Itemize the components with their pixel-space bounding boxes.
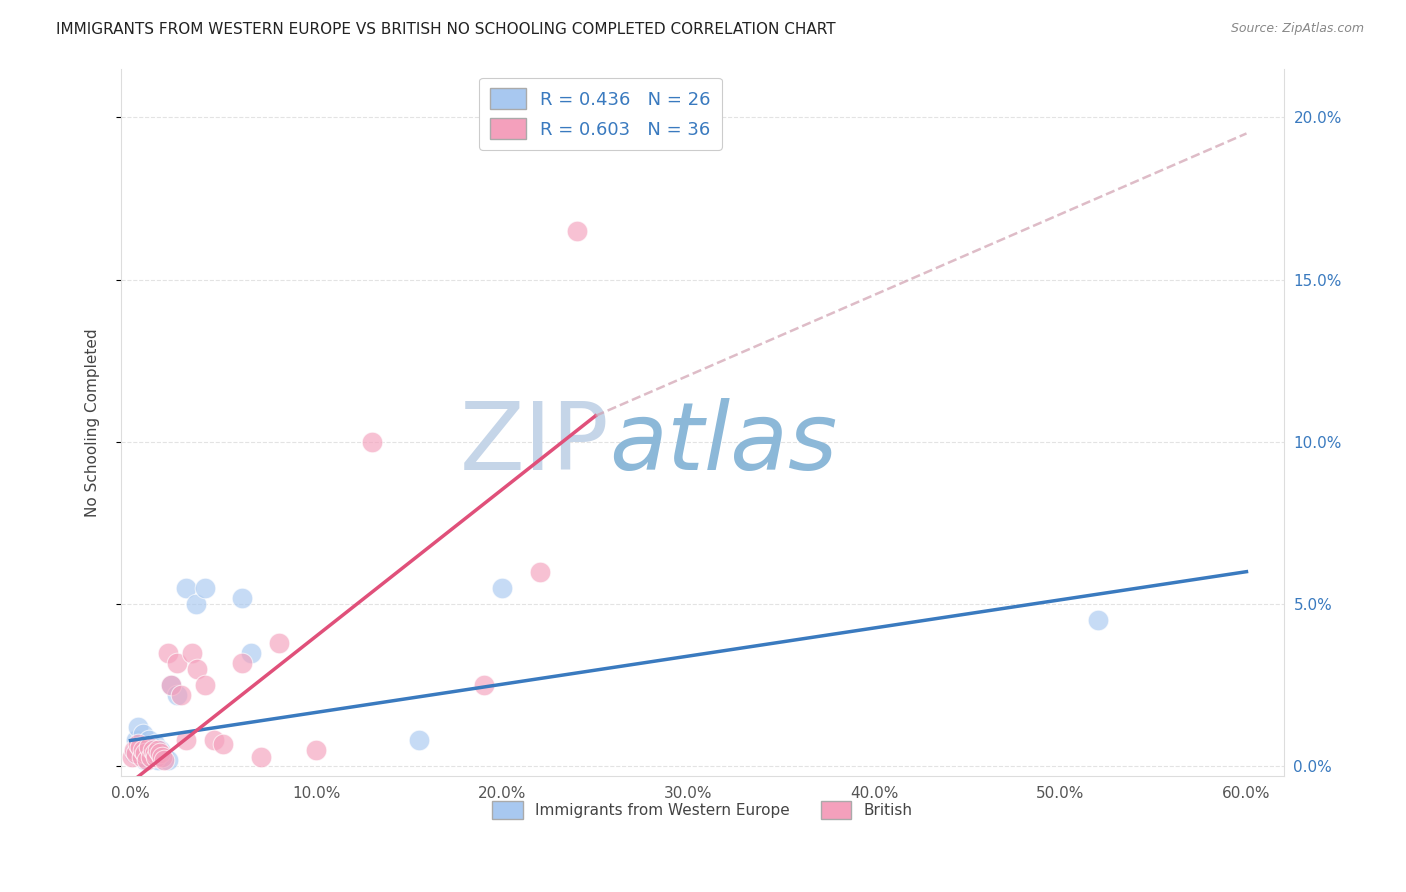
Point <box>125 747 148 761</box>
Point <box>249 749 271 764</box>
Point <box>122 743 145 757</box>
Point <box>134 747 156 761</box>
Point <box>142 743 165 757</box>
Point <box>156 753 179 767</box>
Y-axis label: No Schooling Completed: No Schooling Completed <box>86 328 100 516</box>
Point <box>565 224 588 238</box>
Point <box>138 733 160 747</box>
Point <box>194 581 217 595</box>
Point <box>122 747 145 761</box>
Point <box>231 656 253 670</box>
Point <box>1087 613 1109 627</box>
Point <box>169 688 191 702</box>
Point <box>156 646 179 660</box>
Point <box>143 747 166 761</box>
Point <box>125 733 148 747</box>
Point <box>174 581 197 595</box>
Point <box>127 721 149 735</box>
Point <box>148 743 170 757</box>
Point <box>139 749 162 764</box>
Point <box>148 753 170 767</box>
Point <box>149 743 172 757</box>
Point <box>136 753 159 767</box>
Point <box>142 739 165 754</box>
Point <box>160 678 183 692</box>
Point <box>121 749 143 764</box>
Point <box>184 597 207 611</box>
Point <box>134 753 156 767</box>
Point <box>408 733 430 747</box>
Point <box>153 749 176 764</box>
Point <box>128 739 150 754</box>
Point <box>180 646 202 660</box>
Point <box>160 678 183 692</box>
Point <box>166 688 188 702</box>
Point <box>212 737 235 751</box>
Point <box>491 581 513 595</box>
Point <box>202 733 225 747</box>
Point <box>138 739 160 754</box>
Point <box>139 749 162 764</box>
Point <box>131 749 153 764</box>
Point <box>231 591 253 605</box>
Text: Source: ZipAtlas.com: Source: ZipAtlas.com <box>1230 22 1364 36</box>
Text: atlas: atlas <box>609 398 838 489</box>
Point <box>305 743 328 757</box>
Point <box>166 656 188 670</box>
Point <box>361 434 384 449</box>
Point <box>143 737 166 751</box>
Point <box>132 727 155 741</box>
Point <box>194 678 217 692</box>
Point <box>131 749 153 764</box>
Point <box>127 737 149 751</box>
Point <box>174 733 197 747</box>
Point <box>153 753 176 767</box>
Point <box>128 739 150 754</box>
Point <box>269 636 291 650</box>
Point <box>529 565 551 579</box>
Point <box>136 743 159 757</box>
Legend: Immigrants from Western Europe, British: Immigrants from Western Europe, British <box>486 796 918 825</box>
Point <box>186 662 208 676</box>
Point <box>145 749 167 764</box>
Point <box>472 678 495 692</box>
Text: ZIP: ZIP <box>460 398 609 490</box>
Text: IMMIGRANTS FROM WESTERN EUROPE VS BRITISH NO SCHOOLING COMPLETED CORRELATION CHA: IMMIGRANTS FROM WESTERN EUROPE VS BRITIS… <box>56 22 835 37</box>
Point <box>149 747 172 761</box>
Point <box>132 743 155 757</box>
Point <box>240 646 263 660</box>
Point <box>150 749 173 764</box>
